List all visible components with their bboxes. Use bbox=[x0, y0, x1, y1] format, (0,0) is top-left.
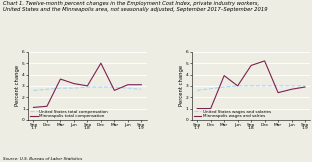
Minneapolis total compensation bbox=[113, 89, 116, 91]
United States total compensation bbox=[45, 88, 49, 90]
Minneapolis wages and salries bbox=[222, 75, 226, 77]
Minneapolis total compensation bbox=[59, 78, 62, 80]
United States total compensation bbox=[99, 86, 103, 88]
United States total compensation bbox=[126, 87, 130, 89]
Line: Minneapolis total compensation: Minneapolis total compensation bbox=[33, 63, 141, 107]
United States wages and salaries bbox=[236, 85, 240, 87]
Minneapolis total compensation bbox=[139, 84, 143, 86]
United States wages and salaries bbox=[195, 89, 199, 91]
Y-axis label: Percent change: Percent change bbox=[15, 65, 20, 106]
Minneapolis total compensation bbox=[85, 85, 89, 87]
Minneapolis total compensation bbox=[45, 105, 49, 107]
United States wages and salaries bbox=[222, 86, 226, 88]
Minneapolis wages and salries bbox=[195, 108, 199, 110]
United States total compensation bbox=[59, 87, 62, 89]
Minneapolis wages and salries bbox=[276, 92, 280, 94]
Y-axis label: Percent change: Percent change bbox=[179, 65, 184, 106]
Minneapolis wages and salries bbox=[303, 86, 307, 88]
Minneapolis wages and salries bbox=[263, 60, 266, 62]
Line: United States wages and salaries: United States wages and salaries bbox=[197, 86, 305, 90]
United States wages and salaries bbox=[263, 85, 266, 87]
United States total compensation bbox=[32, 89, 35, 91]
Minneapolis wages and salries bbox=[249, 64, 253, 66]
United States wages and salaries bbox=[209, 88, 212, 90]
Line: Minneapolis wages and salries: Minneapolis wages and salries bbox=[197, 61, 305, 109]
Text: Chart 1. Twelve-month percent changes in the Employment Cost Index, private indu: Chart 1. Twelve-month percent changes in… bbox=[3, 1, 268, 12]
Legend: United States wages and salaries, Minneapolis wages and salries: United States wages and salaries, Minnea… bbox=[194, 110, 271, 118]
Minneapolis total compensation bbox=[99, 62, 103, 64]
Line: United States total compensation: United States total compensation bbox=[33, 87, 141, 90]
United States total compensation bbox=[139, 88, 143, 90]
United States wages and salaries bbox=[249, 85, 253, 87]
United States total compensation bbox=[113, 86, 116, 88]
Legend: United States total compensation, Minneapolis total compensation: United States total compensation, Minnea… bbox=[30, 110, 108, 118]
Minneapolis wages and salries bbox=[290, 88, 294, 90]
Minneapolis total compensation bbox=[72, 83, 76, 85]
Minneapolis wages and salries bbox=[209, 108, 212, 110]
Minneapolis wages and salries bbox=[236, 85, 240, 87]
Text: Source: U.S. Bureau of Labor Statistics: Source: U.S. Bureau of Labor Statistics bbox=[3, 157, 82, 161]
United States wages and salaries bbox=[290, 85, 294, 87]
United States wages and salaries bbox=[276, 85, 280, 87]
Minneapolis total compensation bbox=[32, 106, 35, 108]
United States total compensation bbox=[85, 86, 89, 88]
United States wages and salaries bbox=[303, 85, 307, 87]
United States total compensation bbox=[72, 87, 76, 89]
Minneapolis total compensation bbox=[126, 84, 130, 86]
